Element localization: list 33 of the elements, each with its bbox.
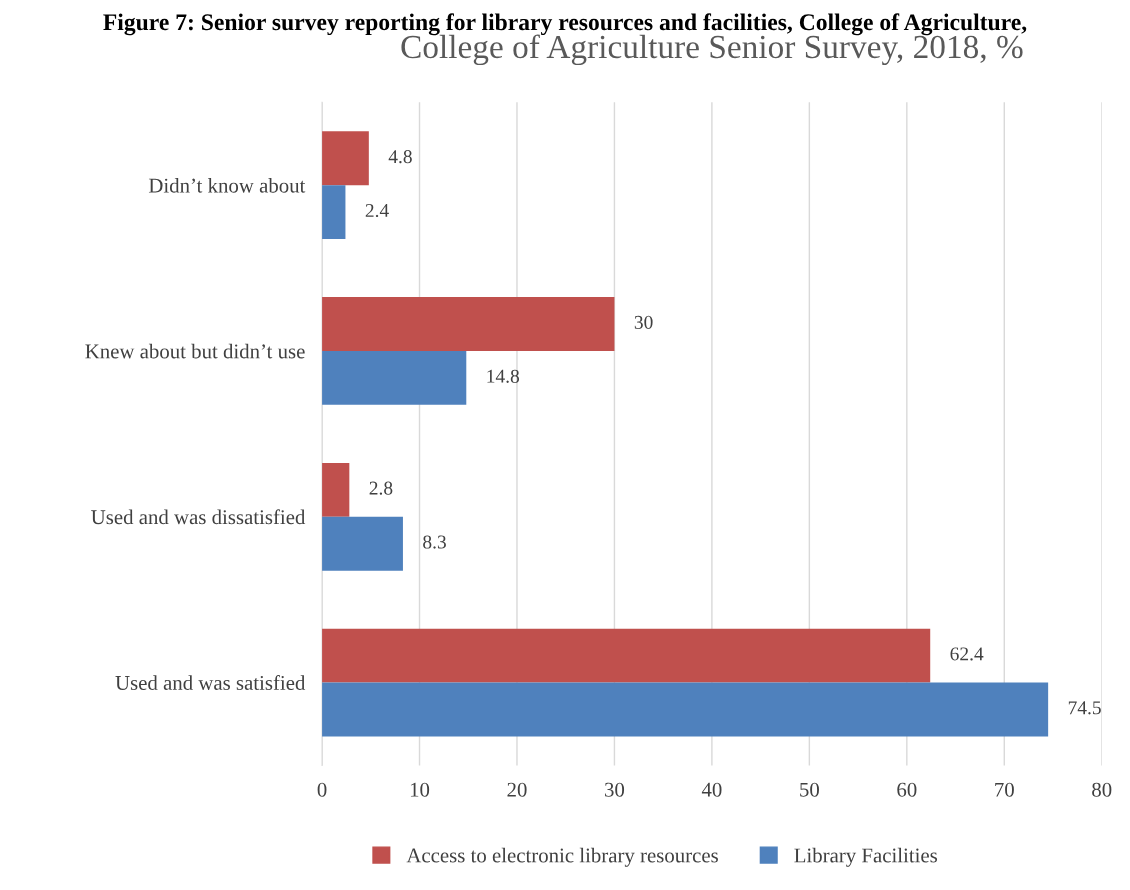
x-tick-label: 40 [701,782,722,797]
data-label: 74.5 [1068,701,1101,715]
bar [322,516,403,571]
data-label: 2.4 [365,203,389,218]
data-label: 2.8 [369,481,393,495]
x-tick-label: 50 [800,782,819,797]
y-tick-label: Didn’t know about [148,178,306,193]
bar [322,462,350,517]
x-tick-label: 60 [897,782,917,797]
x-tick-label: 0 [317,782,327,797]
x-tick-label: 70 [995,782,1014,797]
chart-title: College of Agriculture Senior Survey, 2018, % [401,34,1023,66]
data-label: 8.3 [423,535,446,549]
legend-label: Library Facilities [794,847,938,867]
bar [322,350,467,405]
data-label: 62.4 [950,647,984,661]
bar [322,185,346,240]
y-tick-label: Knew about but didn’t use [85,343,305,359]
bar [322,628,931,683]
data-label: 4.8 [388,150,412,164]
y-tick-label: Used and was satisfied [115,675,306,690]
data-label: 14.8 [487,369,520,383]
bar [322,131,369,186]
x-tick-label: 80 [1092,782,1112,797]
x-tick-label: 30 [605,782,625,797]
y-tick-label: Used and was dissatisfied [91,509,306,525]
legend-label: Access to electronic library resources [406,847,718,867]
caption: Figure 7: Senior survey reporting for library resources and facilities, College of Agriculture, [103,13,1027,36]
data-label: 30 [634,315,653,329]
x-tick-label: 20 [507,782,527,797]
bar [322,682,1049,737]
bar [322,297,615,351]
x-tick-label: 10 [410,782,430,797]
